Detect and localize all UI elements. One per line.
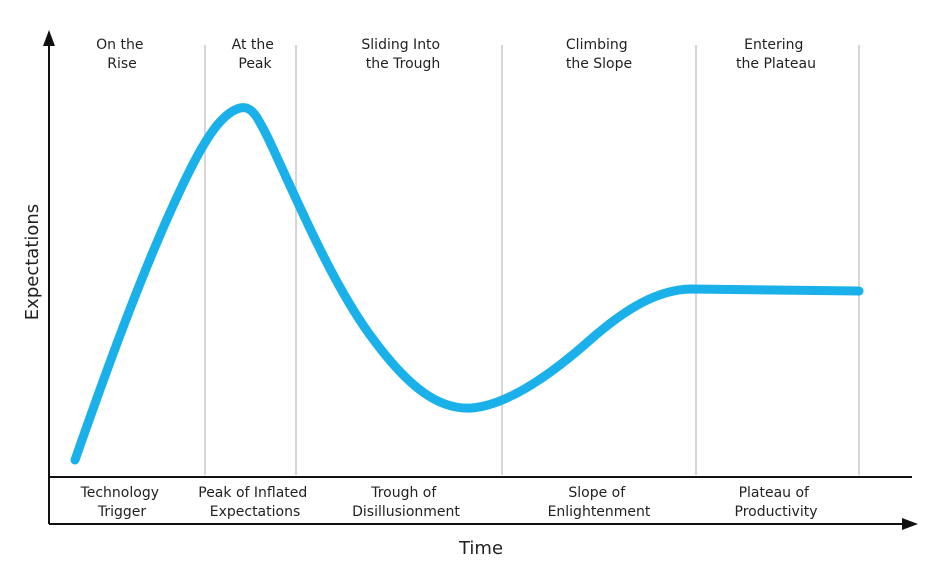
phase-label-technology-trigger: Technology Trigger: [80, 485, 164, 520]
phase-dividers: [204, 45, 860, 475]
top-label-at-the-peak: At the Peak: [232, 37, 279, 72]
x-axis-arrow: [902, 518, 918, 530]
phase-labels: Technology Trigger Peak of Inflated Expe…: [80, 485, 818, 520]
phase-label-trough: Trough of Disillusionment: [352, 485, 460, 520]
phase-label-peak-inflated: Peak of Inflated Expectations: [198, 485, 311, 520]
hype-curve: [70, 103, 864, 465]
axes: [43, 30, 918, 530]
top-label-climbing-slope: Climbing the Slope: [566, 37, 632, 72]
phase-label-slope: Slope of Enlightenment: [548, 485, 651, 520]
top-label-on-the-rise: On the Rise: [96, 37, 148, 72]
top-label-sliding-into-trough: Sliding Into the Trough: [361, 37, 444, 72]
phase-label-plateau: Plateau of Productivity: [735, 485, 818, 520]
top-label-entering-plateau: Entering the Plateau: [736, 37, 816, 72]
y-axis-title: Expectations: [22, 204, 43, 320]
top-labels: On the Rise At the Peak Sliding Into the…: [96, 37, 816, 72]
y-axis-arrow: [43, 30, 55, 46]
x-axis-title: Time: [458, 538, 503, 559]
